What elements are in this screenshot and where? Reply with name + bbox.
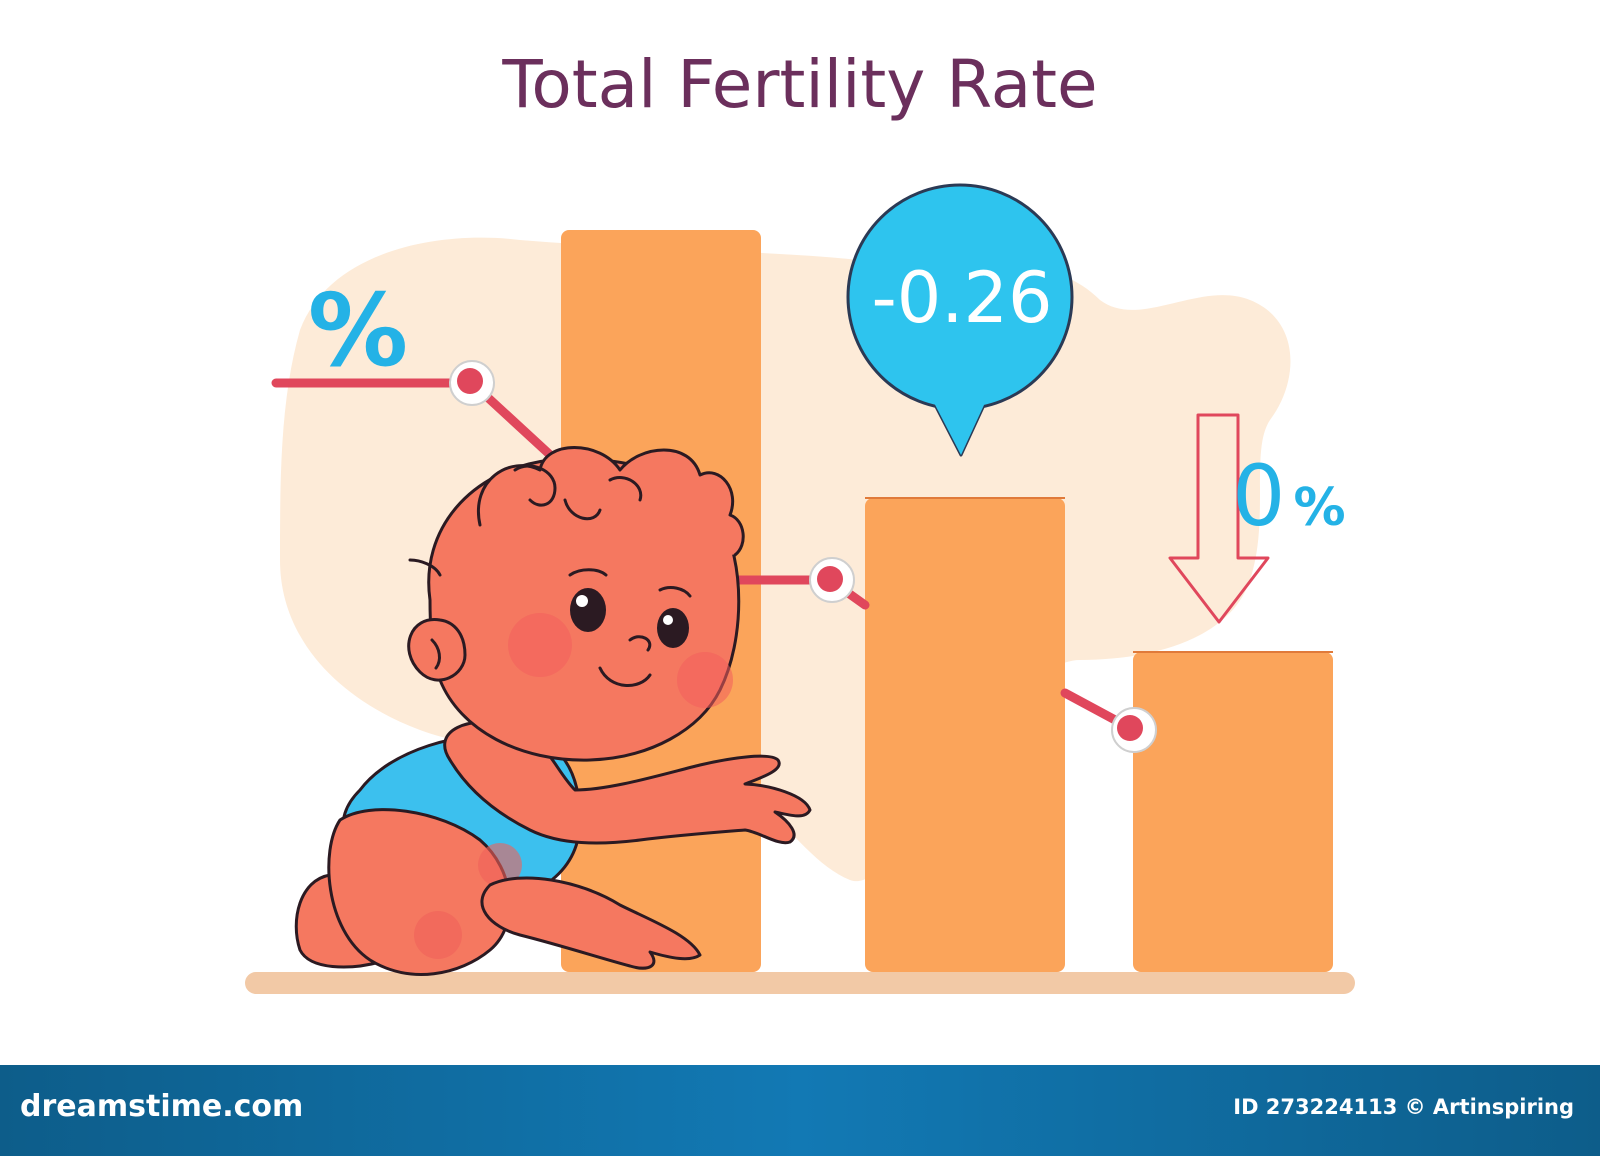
ground-bar	[245, 972, 1355, 994]
bar-2	[865, 498, 1065, 972]
footer-bar: dreamstime.com ID 273224113 © Artinspiri…	[0, 1065, 1600, 1156]
zero-percent-digit: 0	[1232, 447, 1285, 545]
speech-bubble-icon: -0.26	[846, 183, 1074, 457]
percent-icon: %	[308, 272, 408, 389]
zero-percent-value: 0%	[1232, 447, 1346, 545]
bar-3	[1133, 652, 1333, 972]
baby-illustration	[294, 446, 812, 976]
page-title: Total Fertility Rate	[502, 46, 1098, 123]
trend-point-2	[809, 557, 855, 603]
trend-point-1	[449, 360, 495, 406]
zero-percent-sign: %	[1293, 478, 1345, 538]
chart-illustration: % -0.26 0%	[245, 183, 1355, 994]
change-value: -0.26	[871, 257, 1052, 339]
footer-image-id: ID 273224113 © Artinspiring	[1233, 1095, 1574, 1119]
down-arrow-icon	[1168, 413, 1270, 624]
footer-brand[interactable]: dreamstime.com	[20, 1089, 304, 1124]
trend-point-3	[1111, 707, 1157, 753]
